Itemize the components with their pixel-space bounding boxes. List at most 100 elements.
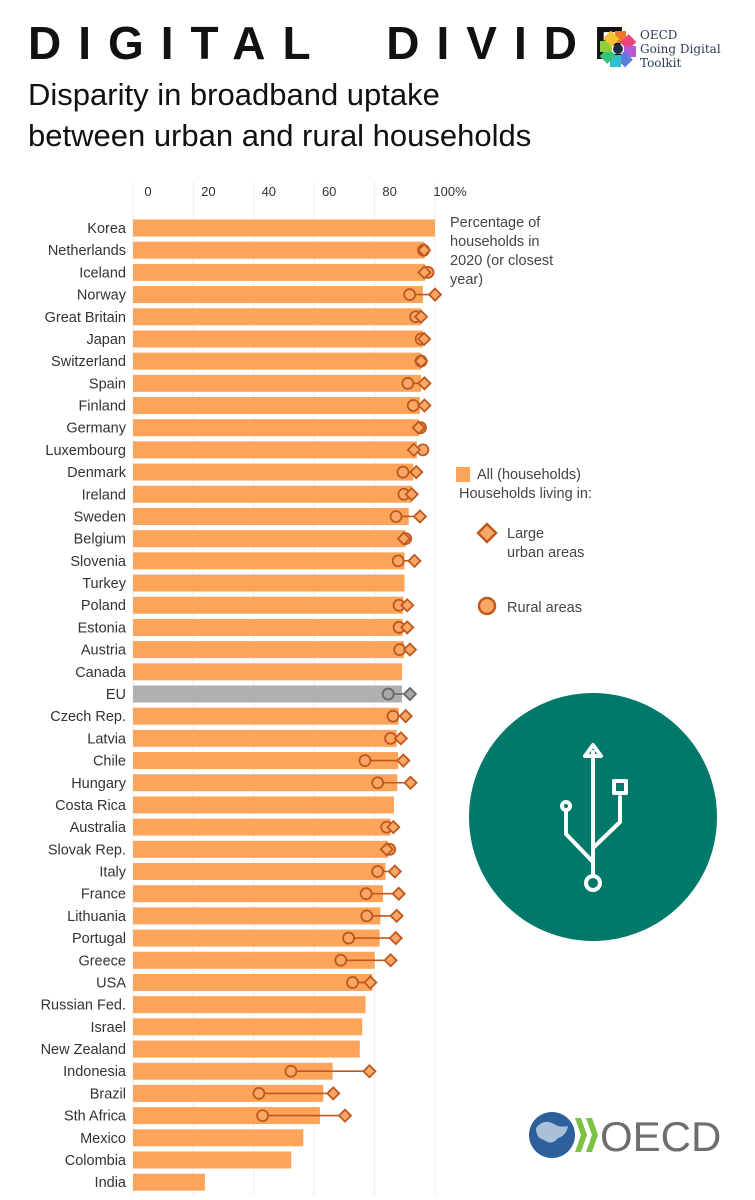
bar [133, 840, 389, 858]
rural-marker [284, 1064, 298, 1078]
bar [133, 929, 380, 947]
bar [133, 530, 406, 548]
oecd-logo: OECD [529, 1112, 721, 1160]
x-tick-label: 20 [201, 184, 215, 199]
x-tick-label: 0 [144, 184, 151, 199]
bar [133, 1129, 304, 1147]
bar [133, 1173, 205, 1191]
urban-marker [362, 1063, 377, 1079]
urban-marker [383, 952, 398, 968]
page-title: DIGITAL DIVIDE [28, 17, 642, 69]
bar [133, 641, 404, 659]
urban-marker [399, 620, 415, 635]
bar [133, 774, 398, 792]
country-label: Austria [81, 643, 127, 659]
urban-marker [386, 819, 401, 835]
subtitle-line: between urban and rural households [28, 118, 532, 153]
country-label: Chile [93, 754, 126, 770]
urban-marker [396, 531, 412, 546]
rural-marker [358, 754, 372, 767]
urban-marker [387, 864, 403, 879]
urban-marker [379, 842, 394, 857]
country-label: Korea [87, 221, 127, 237]
urban-marker [417, 398, 432, 413]
bar [133, 286, 423, 304]
country-label: USA [96, 975, 126, 991]
bar [133, 1151, 292, 1169]
country-label: Brazil [90, 1086, 126, 1102]
bar [133, 219, 435, 237]
country-label: Israel [91, 1020, 126, 1036]
urban-marker [406, 442, 422, 458]
urban-marker [402, 686, 418, 702]
rural-marker [381, 687, 395, 701]
urban-marker [402, 642, 418, 657]
urban-marker [411, 420, 426, 435]
annotation-line: Percentage of [450, 215, 541, 231]
toolkit-logo-text: Going Digital [640, 42, 721, 56]
bar [133, 707, 399, 725]
rural-marker [391, 554, 405, 568]
country-label: Colombia [65, 1153, 127, 1169]
bar [133, 330, 423, 348]
toolkit-logo-text: OECD [640, 28, 678, 42]
country-label: Ireland [82, 487, 126, 503]
urban-marker [404, 487, 420, 502]
urban-marker [417, 376, 432, 391]
urban-marker [388, 930, 404, 946]
country-label: Mexico [80, 1131, 126, 1147]
bar [133, 1040, 360, 1058]
bar [133, 1107, 320, 1125]
country-label: Slovak Rep. [48, 842, 126, 858]
rural-marker [334, 953, 348, 967]
x-tick-label: 100% [433, 184, 467, 199]
country-label: Estonia [78, 620, 127, 636]
x-tick-label: 60 [322, 184, 336, 199]
toolkit-flower-icon [599, 30, 637, 68]
country-label: Norway [77, 288, 127, 304]
country-label: Lithuania [67, 909, 127, 925]
rural-marker [396, 465, 410, 479]
annotation-line: year) [450, 272, 483, 288]
bar [133, 973, 373, 991]
legend-diamond-icon [476, 522, 498, 544]
legend-rural-label: Rural areas [507, 600, 582, 616]
country-label: Slovenia [70, 554, 127, 570]
bar [133, 596, 404, 614]
urban-marker [427, 287, 443, 302]
rural-marker [371, 776, 385, 790]
urban-marker [393, 731, 409, 746]
annotation-line: households in [450, 234, 540, 250]
legend: All (households) Households living in: L… [456, 467, 592, 616]
bar [133, 552, 405, 570]
bar [133, 752, 399, 770]
bar [133, 308, 422, 326]
bar [133, 463, 414, 481]
rural-marker [360, 909, 374, 923]
country-label: Sth Africa [64, 1109, 127, 1125]
page-subtitle: Disparity in broadband uptake between ur… [28, 74, 668, 156]
country-label: Sweden [74, 509, 126, 525]
bar [133, 885, 384, 903]
subtitle-line: Disparity in broadband uptake [28, 77, 440, 112]
country-label: Hungary [71, 776, 127, 792]
country-label: Spain [89, 376, 126, 392]
country-label: Finland [78, 399, 126, 415]
rural-marker [386, 709, 400, 723]
country-label: Latvia [87, 731, 127, 747]
rural-marker [406, 399, 420, 412]
bar [133, 618, 403, 636]
country-label: Australia [70, 820, 127, 836]
country-label: Russian Fed. [41, 998, 126, 1014]
country-label: Greece [78, 953, 126, 969]
country-label: France [81, 887, 126, 903]
country-label: Switzerland [51, 354, 126, 370]
country-label: Iceland [79, 265, 126, 281]
bar [133, 485, 413, 503]
rural-marker [342, 931, 356, 945]
urban-marker [325, 1086, 341, 1101]
country-label: Turkey [82, 576, 127, 592]
urban-marker [417, 265, 432, 280]
country-label: Poland [81, 598, 126, 614]
country-label: Czech Rep. [50, 709, 126, 725]
